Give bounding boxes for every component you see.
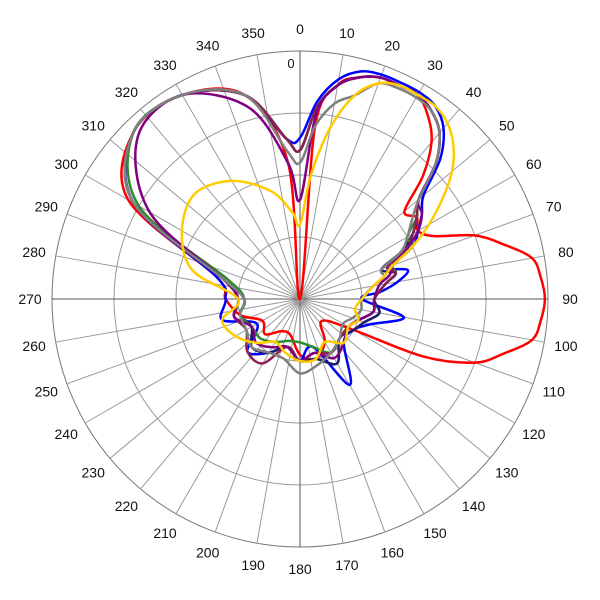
angle-tick-label: 240 <box>55 426 79 442</box>
angle-tick-label: 30 <box>427 57 443 73</box>
angle-tick-label: 40 <box>466 84 482 100</box>
angle-tick-label: 310 <box>82 117 106 133</box>
angle-tick-label: 110 <box>543 383 566 399</box>
angle-tick-label: 220 <box>115 498 139 514</box>
grid-spoke <box>299 298 545 343</box>
angle-tick-label: 100 <box>554 338 578 354</box>
grid-spoke <box>214 65 301 300</box>
grid-spoke <box>299 298 516 424</box>
grid-spoke <box>175 298 301 515</box>
angle-tick-label: 50 <box>499 117 515 133</box>
angle-tick-label: 250 <box>35 383 59 399</box>
grid-spoke <box>299 139 491 300</box>
grid-spoke <box>140 298 301 490</box>
angle-tick-label: 210 <box>153 525 177 541</box>
grid-spoke <box>299 298 344 544</box>
angle-tick-label: 270 <box>18 291 42 307</box>
angle-tick-label: 260 <box>22 338 46 354</box>
grid-spoke <box>175 83 301 300</box>
grid-spoke <box>66 213 301 300</box>
angle-tick-label: 190 <box>241 557 265 573</box>
angle-tick-label: 140 <box>462 498 486 514</box>
grid-spoke <box>299 255 545 300</box>
grid-spoke <box>66 298 301 385</box>
grid-spoke <box>109 139 301 300</box>
angle-tick-label: 160 <box>381 545 405 561</box>
grid-spoke <box>299 298 386 533</box>
angle-tick-label: 320 <box>115 84 139 100</box>
grid-spoke <box>140 108 301 300</box>
angle-tick-label: 130 <box>495 465 519 481</box>
angle-tick-label: 180 <box>288 561 312 577</box>
grid-spoke <box>299 83 425 300</box>
grid-spoke <box>299 54 344 300</box>
angle-tick-label: 200 <box>196 545 220 561</box>
angle-tick-label: 340 <box>196 37 220 53</box>
grid-spoke <box>299 298 534 385</box>
angle-tick-label: 20 <box>385 37 401 53</box>
series-line-7 <box>123 81 441 375</box>
grid-spoke <box>55 298 301 343</box>
angle-tick-label: 170 <box>335 557 359 573</box>
grid-spoke <box>55 255 301 300</box>
grid-spoke <box>299 298 491 459</box>
radial-tick-label: 0 <box>287 56 294 71</box>
angle-tick-label: 80 <box>558 244 574 260</box>
grid-spoke <box>299 213 534 300</box>
grid-spoke <box>299 298 425 515</box>
angle-tick-label: 150 <box>423 525 447 541</box>
series-line-8 <box>180 81 456 363</box>
angle-tick-label: 60 <box>526 156 542 172</box>
angle-tick-label: 70 <box>546 199 562 215</box>
grid-spoke <box>299 298 460 490</box>
grid-spoke <box>109 298 301 459</box>
angle-tick-label: 10 <box>339 25 355 41</box>
grid-spoke <box>214 298 301 533</box>
grid-spoke <box>299 65 386 300</box>
grid-spoke <box>84 174 301 300</box>
angle-tick-label: 290 <box>35 199 59 215</box>
angle-tick-label: 230 <box>82 465 106 481</box>
angle-tick-label: 0 <box>296 21 304 37</box>
grid-spoke <box>256 54 301 300</box>
angle-tick-label: 330 <box>153 57 177 73</box>
angle-tick-labels: 0 10 20 30 40 50 60 70 80 90 100 110 120 130 140 150 160… <box>18 21 578 577</box>
grid-spoke <box>84 298 301 424</box>
series-line-2 <box>123 70 446 387</box>
angle-tick-label: 120 <box>522 426 546 442</box>
angle-tick-label: 90 <box>562 291 578 307</box>
angle-tick-label: 280 <box>22 244 46 260</box>
angle-tick-label: 350 <box>241 25 265 41</box>
angle-tick-label: 300 <box>55 156 79 172</box>
series-lines <box>120 70 547 387</box>
